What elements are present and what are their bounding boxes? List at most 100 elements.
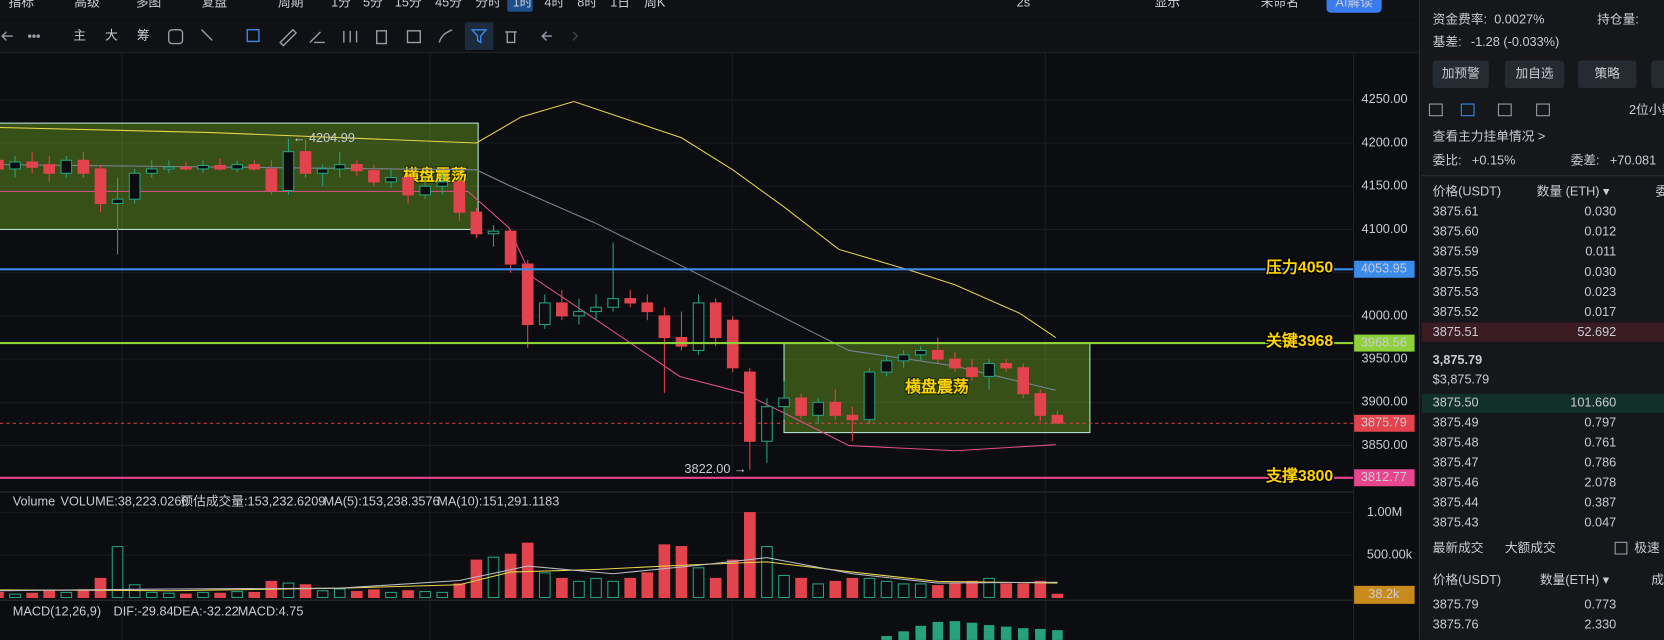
active-tab-bg[interactable]: [507, 0, 533, 12]
value: -1.28 (-0.033%): [1471, 34, 1559, 49]
tool-icon[interactable]: [309, 31, 325, 44]
band-line: [0, 190, 1056, 452]
view-icon[interactable]: [1536, 103, 1550, 117]
volume-bar: [641, 572, 654, 599]
book-header: 价格(USDT): [1433, 183, 1502, 198]
precision-select[interactable]: 2位小数: [1629, 102, 1664, 117]
checkbox-label[interactable]: 极速: [1634, 540, 1660, 555]
tool-icon[interactable]: [343, 30, 358, 43]
toolbar-item[interactable]: 5分: [363, 0, 383, 10]
toolbar-item[interactable]: 2s: [1017, 0, 1030, 10]
more-icon[interactable]: [36, 34, 40, 38]
volume-bar: [128, 584, 141, 599]
macd-bar: [932, 621, 944, 640]
macd-bar: [1035, 628, 1046, 640]
toolbar-item[interactable]: 45分: [435, 0, 462, 10]
indicator-toggle[interactable]: 大: [105, 27, 118, 42]
button-label[interactable]: 策略: [1595, 66, 1621, 81]
tool-icon[interactable]: [376, 30, 387, 45]
toolbar-item[interactable]: 1日: [610, 0, 630, 10]
back-icon[interactable]: [1, 31, 13, 41]
tool-icon[interactable]: [438, 29, 453, 43]
filter-icon[interactable]: [470, 29, 488, 44]
view-icon[interactable]: [1497, 103, 1512, 117]
button-label[interactable]: 加自选: [1515, 66, 1553, 81]
candle-body: [453, 181, 466, 213]
tab[interactable]: 大额成交: [1505, 540, 1556, 555]
toolbar-item[interactable]: 4时: [544, 0, 564, 10]
toolbar-item[interactable]: 15分: [395, 0, 422, 10]
view-icon[interactable]: [1460, 103, 1475, 117]
volume-bar: [368, 589, 380, 599]
ai-button[interactable]: [1326, 0, 1382, 13]
volume-bar: [966, 580, 978, 599]
row-highlight: [1422, 393, 1664, 413]
volume-bar: [43, 590, 56, 599]
volume-bar: [573, 580, 585, 599]
ask-price: 3875.52: [1433, 304, 1479, 319]
toolbar-item[interactable]: 未命名: [1261, 0, 1299, 10]
ai-button-label[interactable]: AI解读: [1335, 0, 1373, 10]
view-icon[interactable]: [1428, 103, 1443, 117]
candle-body: [778, 397, 790, 408]
toolbar-item[interactable]: 周期: [278, 0, 303, 10]
button[interactable]: [1578, 60, 1637, 89]
volume-bar: [658, 544, 671, 599]
macd-bar: [1017, 628, 1029, 640]
bid-price: 3875.46: [1433, 474, 1479, 489]
indicator-toggle[interactable]: 主: [73, 27, 86, 42]
bid-price: 3875.50: [1433, 395, 1479, 410]
y-tick-label: 500.00k: [1367, 546, 1413, 561]
price-tag-label: 3875.79: [1361, 415, 1407, 430]
candle-body: [43, 164, 56, 174]
volume-bar: [231, 591, 244, 599]
tool-icon[interactable]: [246, 29, 260, 43]
tool-icon[interactable]: [201, 29, 213, 41]
depth-link[interactable]: 查看主力挂单情况 >: [1433, 128, 1546, 143]
tab[interactable]: 最新成交: [1433, 540, 1484, 555]
band-line: [0, 100, 1057, 338]
volume-bar: [453, 583, 466, 599]
more-icon[interactable]: [27, 34, 32, 38]
tool-icon[interactable]: [279, 28, 298, 47]
toolbar-item[interactable]: 指标: [8, 0, 34, 10]
toolbar-item[interactable]: 高级: [74, 0, 100, 10]
toolbar-item[interactable]: 周K: [644, 0, 666, 10]
button[interactable]: [1432, 60, 1489, 89]
volume-tag: [1354, 585, 1415, 604]
button[interactable]: [1504, 60, 1565, 89]
toolbar-item[interactable]: 多图: [136, 0, 161, 10]
label: 基差:: [1433, 34, 1462, 49]
toolbar-item[interactable]: 复盘: [202, 0, 228, 10]
volume-bar: [316, 590, 329, 599]
toolbar-item[interactable]: 显示: [1155, 0, 1180, 10]
button-label[interactable]: 加预警: [1442, 66, 1480, 81]
undo-icon[interactable]: [541, 31, 552, 41]
last-price: 3,875.79: [1433, 352, 1483, 367]
drawing-tools[interactable]: [1, 22, 579, 50]
macd-bar: [881, 636, 892, 640]
volume-bar: [1034, 580, 1047, 599]
toolbar-item[interactable]: 8时: [577, 0, 597, 10]
active-tool-bg[interactable]: [464, 22, 494, 50]
tool-icon[interactable]: [406, 30, 421, 44]
y-tick-label: 4200.00: [1362, 134, 1408, 149]
volume-bar: [350, 591, 363, 599]
delete-icon[interactable]: [505, 31, 517, 44]
more-icon[interactable]: [32, 34, 36, 38]
volume-bar: [538, 572, 551, 599]
candle-body: [60, 159, 73, 174]
macd-legend: MACD(12,26,9): [13, 604, 101, 619]
redo-icon[interactable]: [572, 31, 579, 41]
toolbar-item[interactable]: 1分: [331, 0, 351, 10]
indicator-toggle[interactable]: 筹: [137, 27, 150, 42]
button[interactable]: [1651, 60, 1664, 89]
toolbar-item[interactable]: 分时: [475, 0, 501, 10]
checkbox[interactable]: [1614, 541, 1628, 555]
volume-ma-line: [0, 557, 1058, 592]
toolbar-item[interactable]: 1时: [513, 0, 533, 10]
trade-header: 成: [1651, 572, 1664, 587]
tool-icon[interactable]: [168, 29, 184, 45]
volume-bar: [163, 592, 175, 599]
